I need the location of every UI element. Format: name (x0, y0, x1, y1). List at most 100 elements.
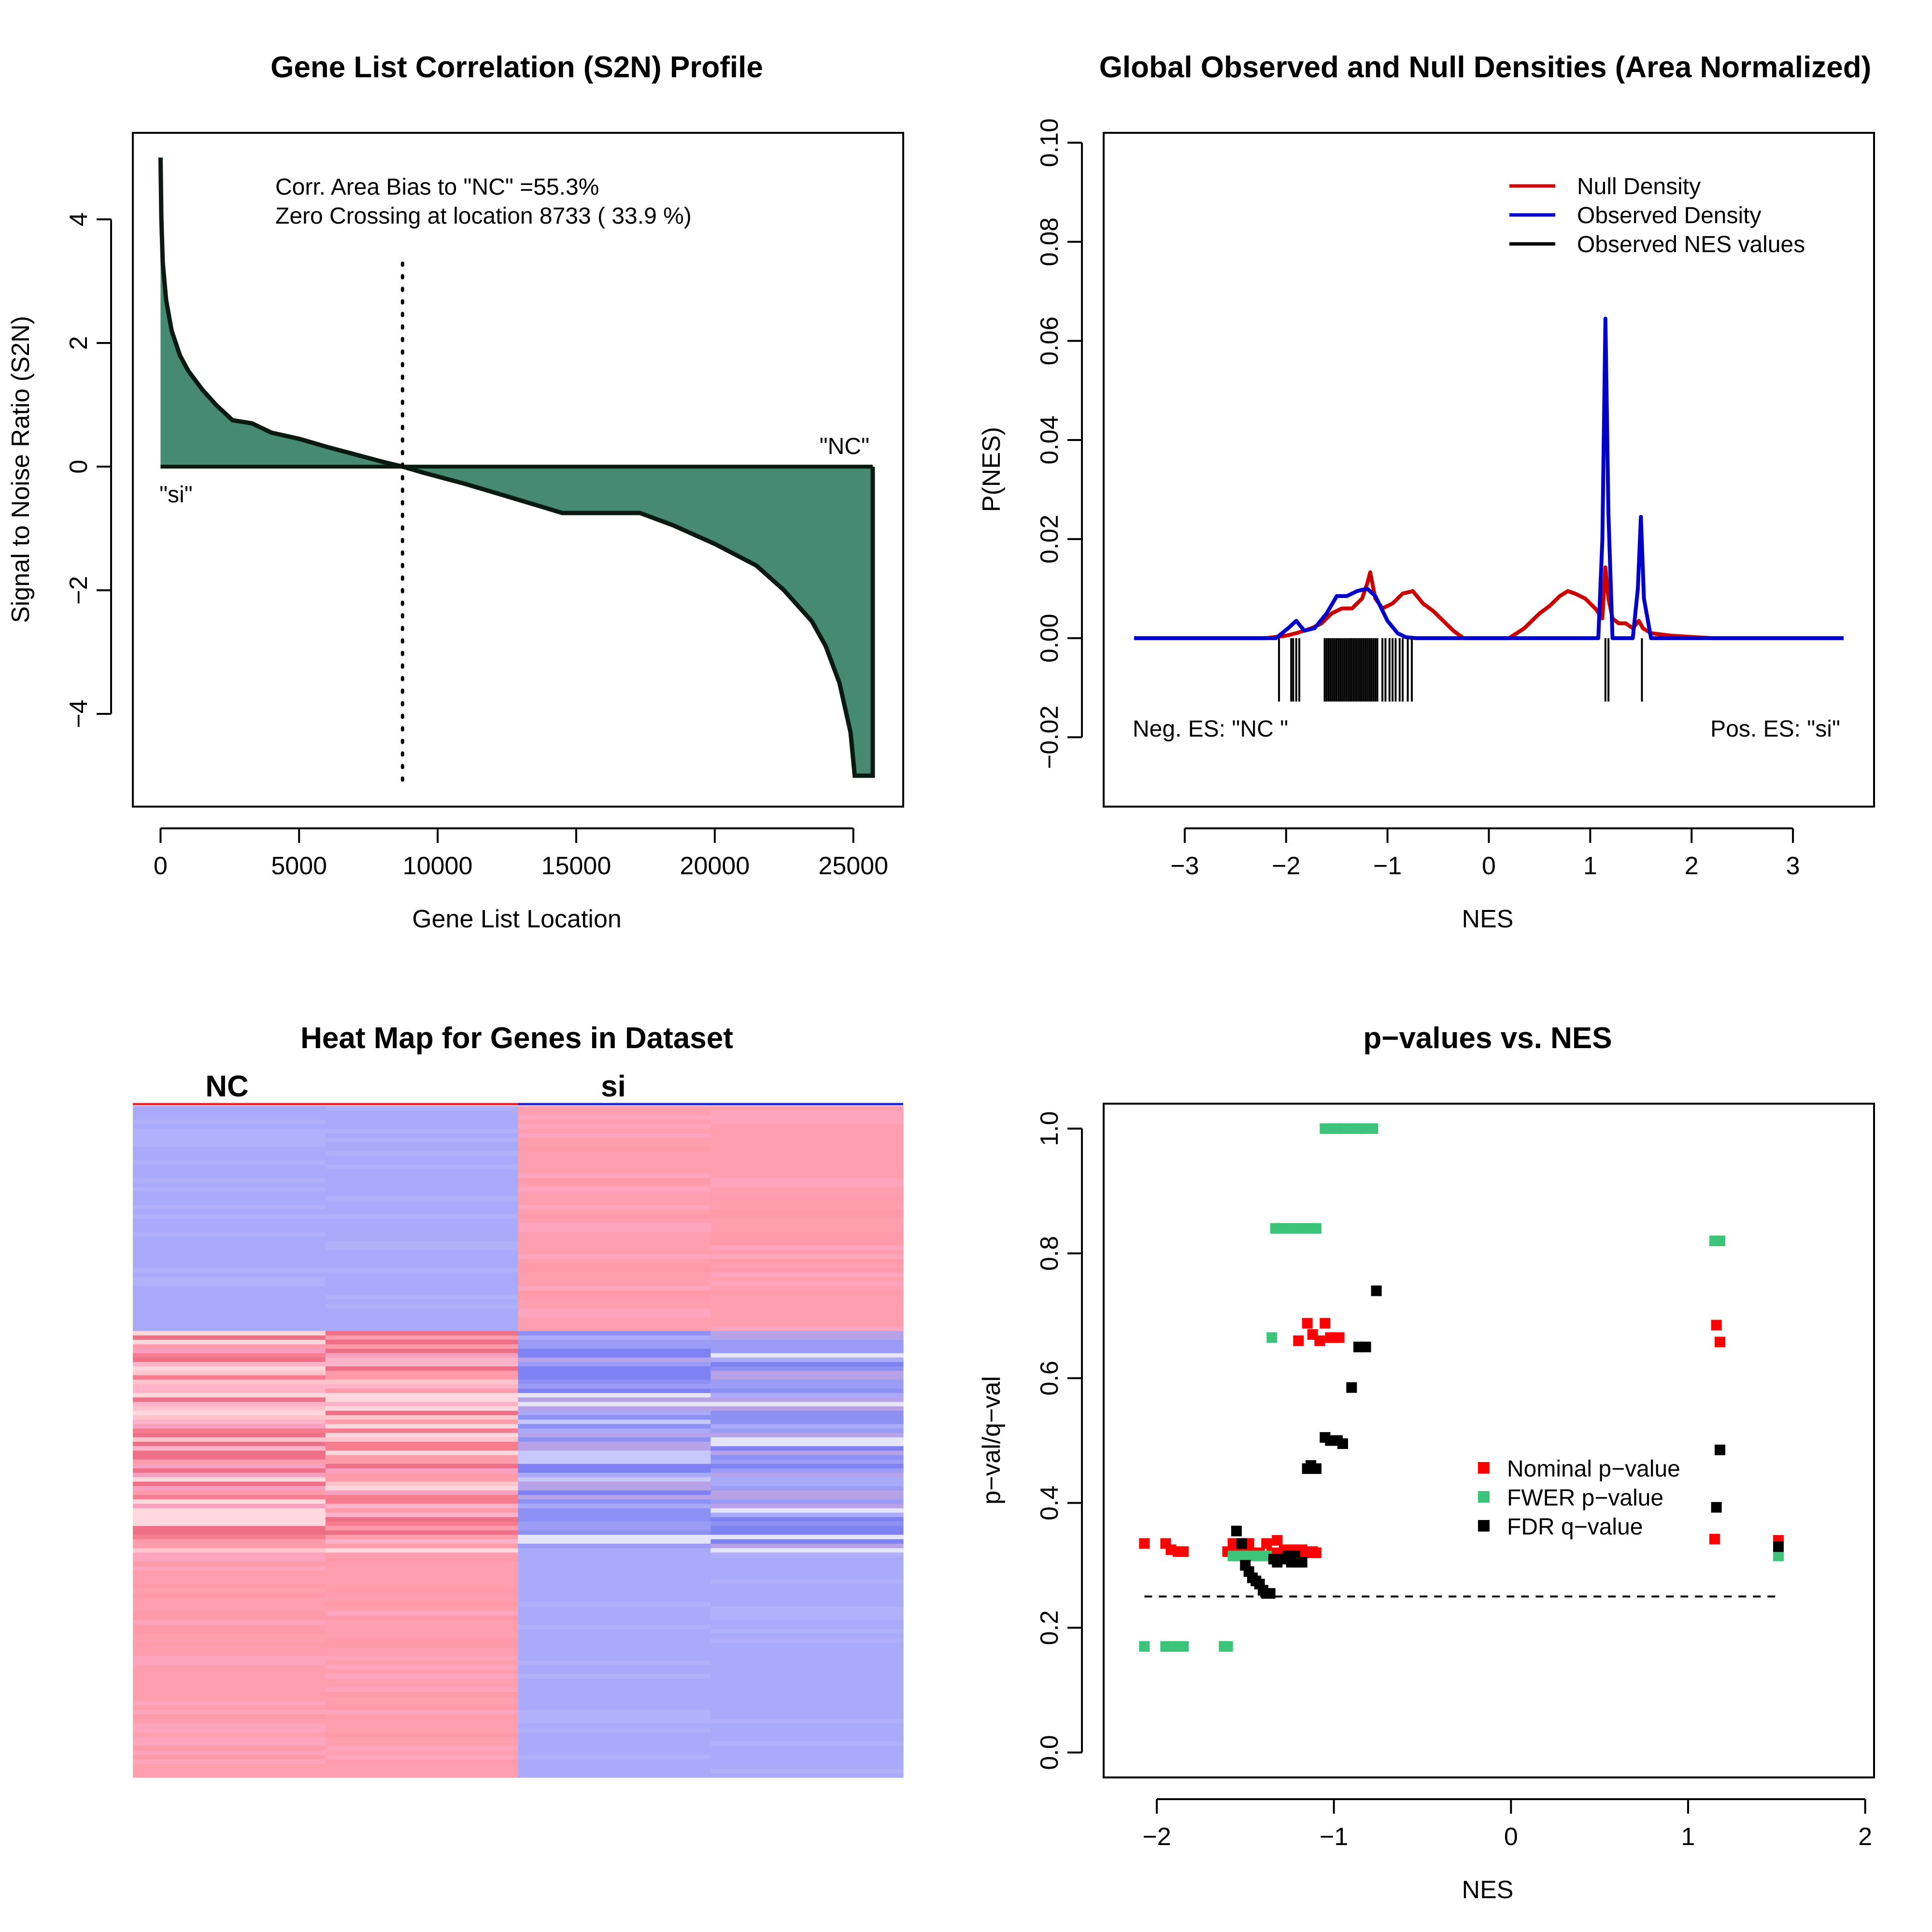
heat-cell (518, 1512, 711, 1518)
heat-cell (710, 1106, 904, 1111)
heat-cell (518, 1732, 711, 1737)
heat-cell (133, 1674, 326, 1679)
heat-cell (710, 1155, 904, 1161)
heat-cell (518, 1683, 711, 1688)
heat-cell (710, 1205, 904, 1210)
heat-cell (133, 1402, 326, 1407)
heat-cell (133, 1584, 326, 1589)
nominal-p-point (1334, 1332, 1345, 1343)
heat-cell (710, 1191, 904, 1196)
heat-cell (325, 1406, 519, 1411)
heat-cell (710, 1304, 904, 1309)
heat-cell (710, 1669, 904, 1675)
heat-cell (325, 1687, 519, 1692)
corr-x-tick-label: 10000 (403, 852, 473, 880)
heat-cell (710, 1142, 904, 1147)
nominal-p-point (1302, 1318, 1313, 1329)
heat-cell (710, 1719, 904, 1724)
heat-cell (133, 1169, 326, 1174)
heat-cell (710, 1633, 904, 1638)
correlation-profile-panel: Gene List Correlation (S2N) Profile 0 500… (7, 51, 904, 933)
heat-cell (133, 1741, 326, 1747)
heat-cell (133, 1397, 326, 1403)
heat-cell (133, 1254, 326, 1260)
fdr-q-point (1231, 1525, 1242, 1536)
heat-cell (518, 1331, 711, 1336)
heat-cell (518, 1299, 711, 1305)
heat-cell (325, 1313, 519, 1318)
heat-cell (710, 1606, 904, 1612)
dens-y-tick-label: 0.00 (1036, 614, 1064, 663)
heat-cell (710, 1137, 904, 1143)
heat-cell (133, 1633, 326, 1638)
heat-cell (133, 1160, 326, 1165)
fwer-p-point (1266, 1332, 1278, 1343)
heat-cell (518, 1397, 711, 1403)
heat-cell (710, 1629, 904, 1634)
heat-cell (710, 1459, 904, 1464)
heat-cell (325, 1295, 519, 1300)
heat-cell (518, 1241, 711, 1246)
heat-cell (133, 1728, 326, 1733)
heat-cell (325, 1178, 519, 1183)
nominal-p-point (1139, 1538, 1150, 1549)
heat-cell (325, 1732, 519, 1737)
heat-cell (133, 1597, 326, 1603)
heat-cell (325, 1371, 519, 1376)
heat-cell (133, 1286, 326, 1291)
dens-pos-es-note: Pos. ES: "si" (1710, 716, 1840, 742)
heat-cell (325, 1124, 519, 1129)
heat-cell (710, 1366, 904, 1371)
heat-cell (133, 1687, 326, 1692)
heat-cell (518, 1674, 711, 1679)
pval-plot-frame (1103, 1103, 1875, 1778)
heat-cell (710, 1263, 904, 1268)
heat-cell (710, 1339, 904, 1345)
heat-cell (710, 1486, 904, 1491)
heat-cell (133, 1420, 326, 1424)
heat-cell (133, 1606, 326, 1612)
heat-cell (325, 1335, 519, 1340)
fwer-p-point (1715, 1236, 1725, 1247)
heat-cell (518, 1455, 711, 1460)
heat-cell (710, 1313, 904, 1318)
heat-cell (133, 1173, 326, 1179)
heat-cell (710, 1437, 904, 1442)
corr-zero-crossing-annotation: Zero Crossing at location 8733 ( 33.9 %) (275, 203, 692, 229)
heat-cell (710, 1696, 904, 1702)
heat-cell (710, 1349, 904, 1354)
heat-cell (710, 1741, 904, 1747)
heat-cell (133, 1119, 326, 1124)
heat-cell (710, 1642, 904, 1648)
heat-cell (325, 1187, 519, 1192)
heat-cell (325, 1349, 519, 1354)
heat-cell (133, 1218, 326, 1223)
heat-cell (518, 1263, 711, 1268)
heat-cell (518, 1317, 711, 1322)
dens-x-tick-label: 3 (1786, 852, 1800, 880)
heat-cell (133, 1241, 326, 1246)
fwer-p-point (1773, 1550, 1784, 1562)
heat-cell (133, 1133, 326, 1138)
heat-cell (710, 1584, 904, 1589)
heat-cell (325, 1322, 519, 1327)
heat-cell (325, 1459, 519, 1464)
heat-cell (518, 1687, 711, 1692)
fwer-p-point (1178, 1641, 1189, 1652)
heat-cell (133, 1486, 326, 1491)
heat-cell (133, 1647, 326, 1652)
heat-cell (325, 1241, 519, 1246)
pval-legend-fwer: FWER p−value (1507, 1485, 1663, 1511)
heat-cell (133, 1495, 326, 1500)
heat-cell (710, 1678, 904, 1684)
pvalue-panel: p−values vs. NES −2 −1 0 1 2 0.0 0.2 0.4 0.6 0.8 1… (978, 1022, 1875, 1904)
heat-cell (518, 1615, 711, 1620)
heat-cell (518, 1521, 711, 1526)
heat-cell (518, 1517, 711, 1522)
heat-cell (325, 1128, 519, 1134)
heat-cell (518, 1196, 711, 1201)
heat-cell (518, 1719, 711, 1724)
heat-cell (325, 1552, 519, 1558)
pval-legend-nominal: Nominal p−value (1507, 1456, 1680, 1482)
heat-cell (518, 1371, 711, 1376)
